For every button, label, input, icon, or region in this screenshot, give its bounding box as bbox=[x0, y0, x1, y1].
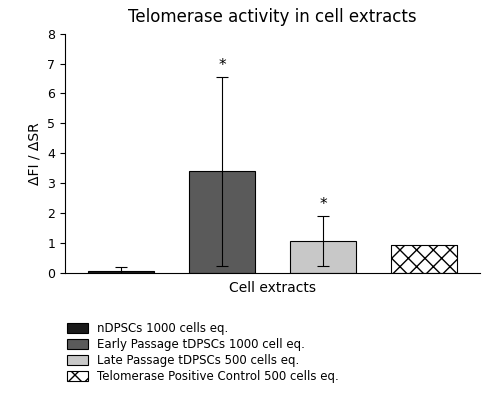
Bar bbox=[392, 245, 457, 273]
Y-axis label: ΔFI / ΔSR: ΔFI / ΔSR bbox=[28, 122, 42, 185]
Bar bbox=[88, 271, 154, 273]
Text: *: * bbox=[218, 58, 226, 74]
X-axis label: Cell extracts: Cell extracts bbox=[229, 281, 316, 295]
Bar bbox=[392, 245, 457, 273]
Text: *: * bbox=[320, 197, 327, 212]
Legend: nDPSCs 1000 cells eq., Early Passage tDPSCs 1000 cell eq., Late Passage tDPSCs 5: nDPSCs 1000 cells eq., Early Passage tDP… bbox=[67, 322, 339, 383]
Bar bbox=[189, 171, 255, 273]
Title: Telomerase activity in cell extracts: Telomerase activity in cell extracts bbox=[128, 8, 417, 26]
Bar bbox=[290, 241, 356, 273]
